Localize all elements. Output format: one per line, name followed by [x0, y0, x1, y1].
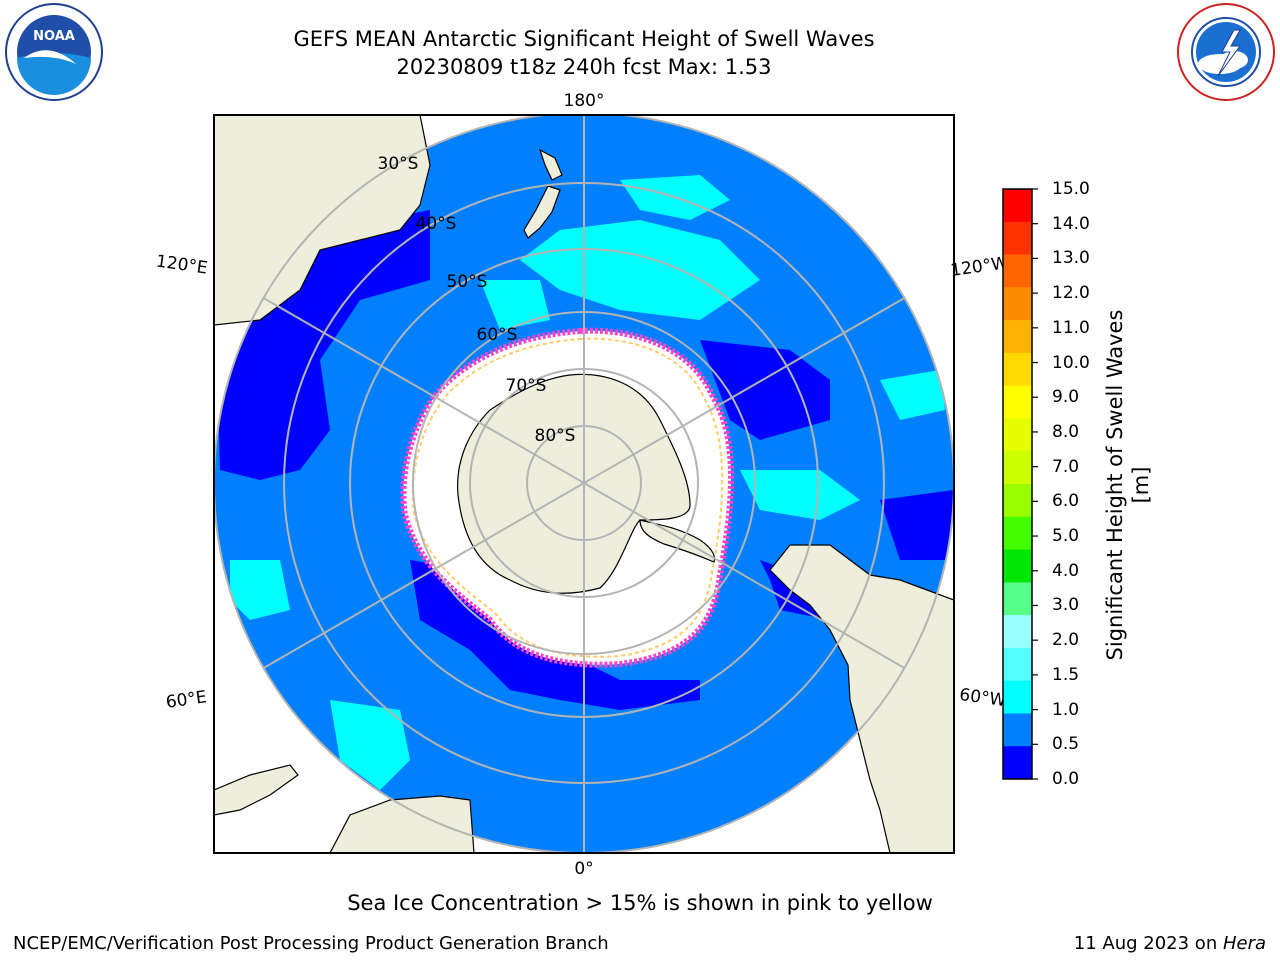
colorbar-tick-label: 12.0	[1052, 283, 1090, 304]
footer-date: 11 Aug 2023 on Hera	[1074, 933, 1266, 954]
colorbar-swatch	[1003, 254, 1032, 288]
colorbar-title: Significant Height of Swell Waves [m]	[1103, 309, 1153, 661]
colorbar-swatch	[1003, 189, 1032, 223]
colorbar-swatch	[1003, 451, 1032, 485]
low-swell-region	[700, 340, 830, 440]
colorbar-tick-label: 2.0	[1052, 630, 1080, 651]
colorbar-swatch	[1003, 287, 1032, 321]
lat-label-30s: 30°S	[378, 154, 419, 174]
colorbar-swatch	[1003, 418, 1032, 452]
colorbar-tick-label: 5.0	[1052, 526, 1080, 547]
moderate-swell-region	[740, 470, 860, 520]
colorbar-tick-label: 4.0	[1052, 560, 1080, 581]
lat-label-50s: 50°S	[447, 272, 488, 292]
colorbar-tick-label: 13.0	[1052, 248, 1090, 269]
new-zealand-landmass	[523, 148, 563, 239]
colorbar-tick-label: 11.0	[1052, 317, 1090, 338]
low-swell-region	[880, 490, 954, 560]
nws-logo	[1177, 3, 1275, 101]
colorbar-swatch	[1003, 582, 1032, 616]
colorbar-tick-label: 1.0	[1052, 699, 1080, 720]
colorbar-tick-label: 0.5	[1052, 734, 1080, 755]
colorbar-tick-label: 6.0	[1052, 491, 1080, 512]
colorbar-tick-label: 8.0	[1052, 421, 1080, 442]
colorbar-tick-label: 3.0	[1052, 595, 1080, 616]
colorbar-swatch	[1003, 746, 1032, 780]
colorbar-tick-label: 0.0	[1052, 769, 1080, 789]
moderate-swell-region	[520, 220, 760, 320]
colorbar-swatch	[1003, 713, 1032, 747]
sea-ice-note: Sea Ice Concentration > 15% is shown in …	[347, 891, 933, 915]
lon-label-120w: 120°W	[949, 253, 1009, 281]
colorbar-swatch	[1003, 352, 1032, 387]
colorbar	[1002, 188, 1038, 780]
colorbar-swatch	[1003, 615, 1032, 649]
moderate-swell-region	[880, 370, 945, 420]
lat-label-60s: 60°S	[477, 325, 518, 345]
moderate-swell-region	[480, 280, 550, 330]
moderate-swell-region	[230, 560, 290, 620]
colorbar-swatch	[1003, 385, 1032, 419]
colorbar-swatch	[1003, 680, 1032, 714]
lon-label-120e: 120°E	[155, 252, 209, 279]
colorbar-swatch	[1003, 484, 1032, 518]
colorbar-swatch	[1003, 516, 1032, 551]
colorbar-tick-label: 1.5	[1052, 664, 1080, 685]
colorbar-tick-label: 9.0	[1052, 387, 1080, 408]
colorbar-tick-label: 14.0	[1052, 213, 1090, 234]
colorbar-tick-label: 10.0	[1052, 352, 1090, 373]
colorbar-swatch	[1003, 549, 1032, 583]
lon-label-60w: 60°W	[958, 685, 1007, 711]
chart-subtitle: 20230809 t18z 240h fcst Max: 1.53	[396, 55, 772, 79]
colorbar-swatch	[1003, 320, 1032, 354]
madagascar-landmass	[214, 764, 299, 816]
africa-landmass	[329, 795, 475, 853]
lon-label-0: 0°	[574, 859, 593, 879]
footer-credit: NCEP/EMC/Verification Post Processing Pr…	[13, 933, 609, 954]
lat-label-40s: 40°S	[416, 214, 457, 234]
lon-label-60e: 60°E	[165, 687, 208, 712]
colorbar-frame	[1002, 188, 1033, 780]
chart-title: GEFS MEAN Antarctic Significant Height o…	[293, 27, 875, 51]
lon-label-180: 180°	[564, 91, 605, 111]
antarctic-peninsula	[639, 519, 716, 563]
lat-label-70s: 70°S	[506, 376, 547, 396]
south-america-landmass	[769, 544, 954, 853]
footer-machine: Hera	[1222, 933, 1266, 954]
footer-date-text: 11 Aug 2023 on	[1073, 933, 1223, 954]
colorbar-swatch	[1003, 647, 1032, 682]
moderate-swell-region	[330, 700, 410, 790]
graticule	[214, 115, 954, 853]
lat-label-80s: 80°S	[535, 426, 576, 446]
antarctica-landmass	[457, 373, 691, 594]
svg-text:NOAA: NOAA	[33, 29, 75, 44]
noaa-logo: NOAA	[5, 3, 103, 101]
colorbar-swatch	[1003, 221, 1032, 256]
colorbar-tick-label: 15.0	[1052, 179, 1090, 199]
colorbar-tick-label: 7.0	[1052, 456, 1080, 477]
